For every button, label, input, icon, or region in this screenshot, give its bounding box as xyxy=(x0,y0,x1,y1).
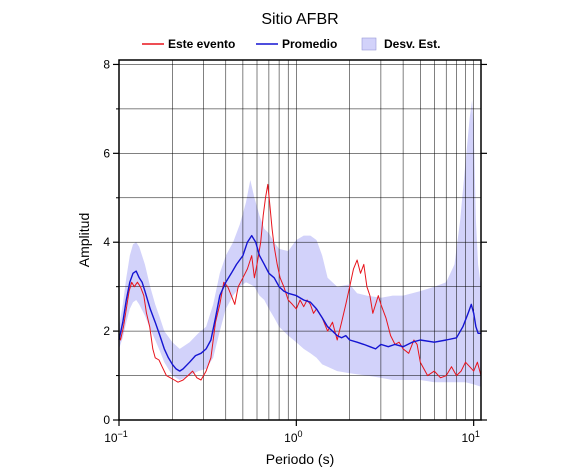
y-tick-label: 2 xyxy=(103,324,110,338)
legend-label: Este evento xyxy=(168,37,235,51)
y-tick-label: 0 xyxy=(103,413,110,427)
line-layer xyxy=(118,183,482,383)
band-layer xyxy=(119,100,481,387)
y-tick-label: 4 xyxy=(103,235,110,249)
legend: Este evento Promedio Desv. Est. xyxy=(142,37,440,51)
legend-swatch-band xyxy=(361,37,377,51)
x-axis-label: Periodo (s) xyxy=(266,451,334,467)
plot-area xyxy=(118,59,482,421)
series-line-promedio xyxy=(118,234,481,372)
legend-label: Promedio xyxy=(282,37,337,51)
y-axis-label: Amplitud xyxy=(76,213,92,267)
x-tick-label: 100 xyxy=(284,429,302,445)
x-tick-label: 10−1 xyxy=(104,429,128,445)
y-tick-label: 8 xyxy=(103,57,110,71)
series-line-este-evento xyxy=(118,183,482,383)
axis-layer: 0 2 4 6 8 10−1 100 101 xyxy=(103,57,487,445)
chart-title: Sitio AFBR xyxy=(261,11,338,28)
grid-layer xyxy=(118,60,481,420)
x-tick-label: 101 xyxy=(461,429,479,445)
legend-label: Desv. Est. xyxy=(384,37,440,51)
y-tick-label: 6 xyxy=(103,146,110,160)
plot-frame xyxy=(118,59,482,421)
std-band xyxy=(119,100,481,387)
